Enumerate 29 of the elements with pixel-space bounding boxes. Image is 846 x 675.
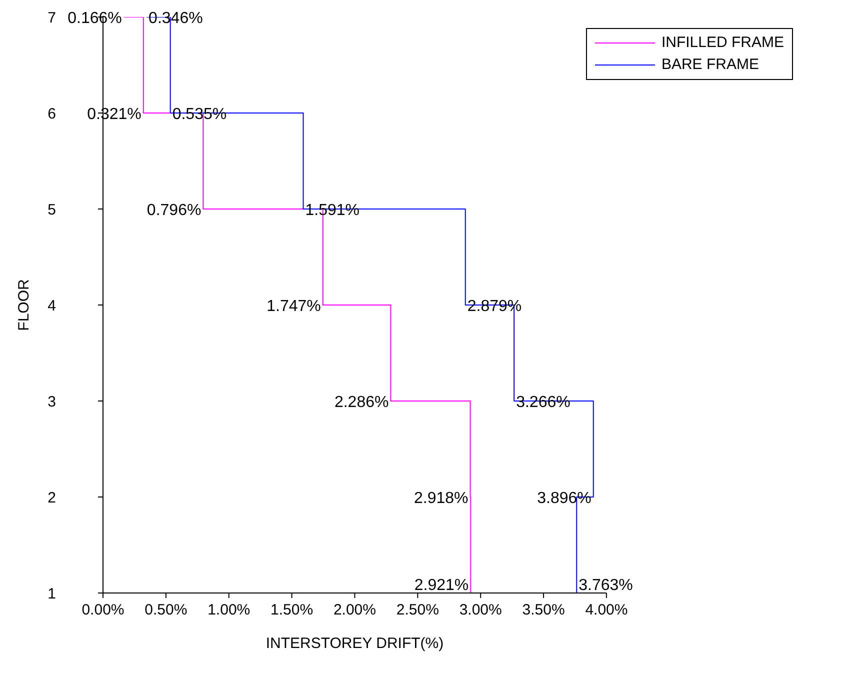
y-tick-label: 1 [48, 585, 56, 602]
x-tick-label: 0.50% [144, 602, 188, 619]
data-label: 1.747% [266, 298, 321, 315]
data-label: 2.921% [414, 577, 469, 594]
data-label: 0.346% [148, 10, 203, 27]
y-tick-label: 6 [48, 105, 56, 122]
legend-label: INFILLED FRAME [661, 33, 784, 53]
data-label: 2.918% [414, 490, 468, 507]
data-label: 2.286% [334, 394, 389, 411]
legend-label: BARE FRAME [661, 55, 759, 75]
x-tick-label: 1.00% [208, 602, 250, 619]
x-axis-title: INTERSTOREY DRIFT(%) [266, 635, 444, 652]
x-tick-label: 1.50% [270, 602, 314, 619]
y-tick-label: 5 [48, 201, 56, 218]
y-tick-label: 7 [48, 9, 56, 26]
data-label: 0.796% [146, 202, 202, 219]
x-tick-label: 3.50% [522, 602, 565, 619]
data-label: 0.166% [68, 10, 122, 27]
y-axis-title: FLOOR [15, 279, 32, 331]
x-tick-label: 4.00% [585, 602, 628, 619]
y-tick-label: 4 [48, 297, 56, 314]
data-label: 3.763% [578, 577, 633, 594]
data-label: 3.896% [537, 490, 592, 507]
x-tick-label: 3.00% [459, 602, 502, 619]
x-tick-label: 2.00% [333, 602, 376, 619]
x-tick-label: 0.00% [82, 602, 124, 619]
y-tick-label: 3 [48, 393, 56, 410]
x-tick-label: 2.50% [396, 602, 439, 619]
y-tick-label: 2 [48, 489, 56, 506]
